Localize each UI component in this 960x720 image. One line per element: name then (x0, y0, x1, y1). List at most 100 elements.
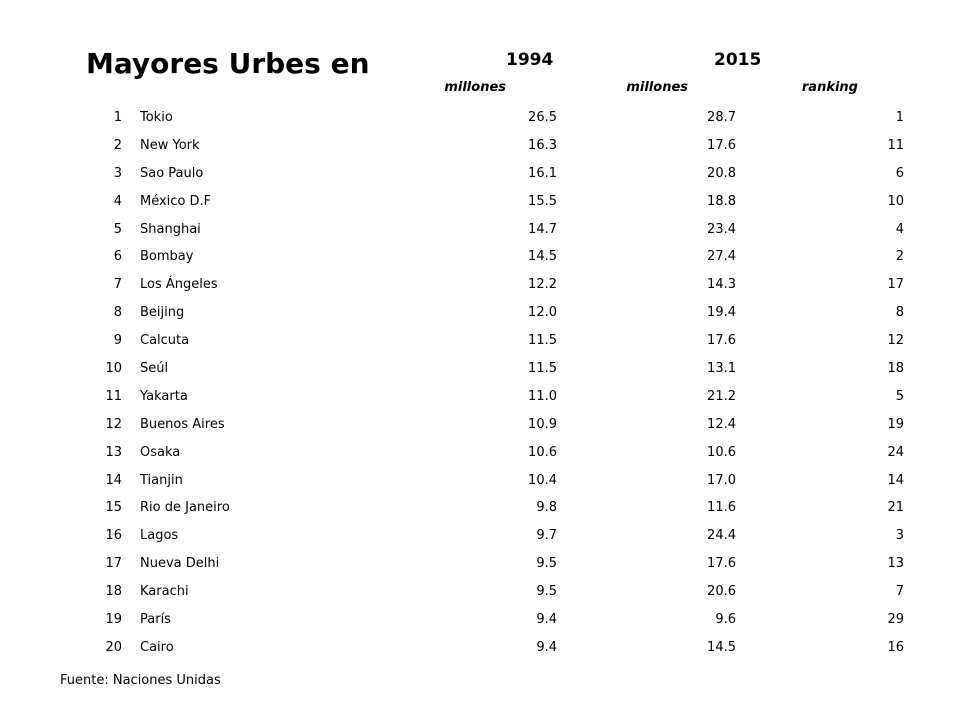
table-row: 14 Tianjin 10.4 17.0 14 (0, 467, 960, 495)
ranking-2015-cell: 10 (887, 193, 904, 209)
table-row: 4 México D.F 15.5 18.8 10 (0, 188, 960, 216)
city-cell: Rio de Janeiro (140, 500, 230, 516)
population-1994-cell: 11.5 (528, 361, 557, 377)
population-2015-cell: 24.4 (707, 528, 736, 544)
city-cell: Osaka (140, 444, 181, 460)
rank-cell: 2 (113, 137, 122, 153)
population-2015-cell: 9.6 (715, 612, 736, 628)
table-row: 3 Sao Paulo 16.1 20.8 6 (0, 160, 960, 188)
ranking-2015-cell: 2 (895, 249, 904, 265)
population-2015-cell: 27.4 (707, 249, 736, 265)
ranking-2015-cell: 5 (895, 388, 904, 404)
ranking-2015-cell: 4 (895, 221, 904, 237)
population-2015-cell: 14.3 (707, 277, 736, 293)
ranking-2015-cell: 6 (895, 165, 904, 181)
rank-cell: 6 (113, 249, 122, 265)
ranking-2015-cell: 19 (887, 416, 904, 432)
ranking-2015-cell: 1 (895, 110, 904, 125)
population-2015-cell: 17.6 (707, 556, 736, 572)
rank-cell: 18 (105, 584, 122, 600)
rank-cell: 16 (105, 528, 122, 544)
population-1994-cell: 9.4 (536, 612, 557, 628)
table-row: 5 Shanghai 14.7 23.4 4 (0, 216, 960, 244)
population-1994-cell: 11.5 (528, 333, 557, 349)
population-2015-cell: 14.5 (707, 639, 736, 655)
ranking-2015-cell: 3 (895, 528, 904, 544)
ranking-2015-cell: 16 (887, 639, 904, 655)
rank-cell: 20 (105, 639, 122, 655)
rank-cell: 9 (113, 333, 122, 349)
ranking-2015-cell: 13 (887, 556, 904, 572)
page-title: Mayores Urbes en (86, 47, 370, 80)
ranking-2015-cell: 11 (887, 137, 904, 153)
population-1994-cell: 9.5 (536, 556, 557, 572)
rank-cell: 14 (105, 472, 122, 488)
ranking-2015-cell: 12 (887, 333, 904, 349)
city-cell: Seúl (140, 361, 169, 377)
city-cell: Beijing (140, 305, 185, 321)
rank-cell: 8 (113, 305, 122, 321)
cities-table: 1 Tokio 26.5 28.7 1 2 New York 16.3 17.6 11 3 Sao P… (0, 104, 960, 662)
city-cell: Lagos (140, 528, 179, 544)
population-2015-cell: 18.8 (707, 193, 736, 209)
source-note: Fuente: Naciones Unidas (60, 673, 221, 688)
ranking-2015-cell: 24 (887, 444, 904, 460)
population-1994-cell: 10.9 (528, 416, 557, 432)
city-cell: Los Ángeles (140, 277, 218, 293)
rank-cell: 7 (113, 277, 122, 293)
city-cell: Sao Paulo (140, 165, 204, 181)
table-row: 17 Nueva Delhi 9.5 17.6 13 (0, 550, 960, 578)
table-row: 13 Osaka 10.6 10.6 24 (0, 439, 960, 467)
table-row: 19 París 9.4 9.6 29 (0, 606, 960, 634)
rank-cell: 10 (105, 361, 122, 377)
city-cell: New York (140, 137, 200, 153)
population-2015-cell: 11.6 (707, 500, 736, 516)
population-1994-cell: 10.4 (528, 472, 557, 488)
city-cell: Bombay (140, 249, 194, 265)
table-row: 8 Beijing 12.0 19.4 8 (0, 299, 960, 327)
city-cell: Calcuta (140, 333, 190, 349)
population-1994-cell: 14.7 (528, 221, 557, 237)
city-cell: Nueva Delhi (140, 556, 220, 572)
city-cell: París (140, 612, 171, 628)
ranking-2015-cell: 21 (887, 500, 904, 516)
ranking-2015-cell: 29 (887, 612, 904, 628)
subheader-1994-millones: millones (444, 80, 506, 95)
population-2015-cell: 21.2 (707, 388, 736, 404)
rank-cell: 13 (105, 444, 122, 460)
ranking-2015-cell: 18 (887, 361, 904, 377)
table-row: 11 Yakarta 11.0 21.2 5 (0, 383, 960, 411)
city-cell: Cairo (140, 639, 174, 655)
city-cell: Yakarta (140, 388, 188, 404)
subheader-2015-ranking: ranking (801, 80, 858, 95)
rank-cell: 5 (113, 221, 122, 237)
population-2015-cell: 20.8 (707, 165, 736, 181)
city-cell: Karachi (140, 584, 189, 600)
rank-cell: 12 (105, 416, 122, 432)
population-1994-cell: 9.8 (536, 500, 557, 516)
city-cell: Tianjin (140, 472, 183, 488)
population-1994-cell: 15.5 (528, 193, 557, 209)
table-row: 7 Los Ángeles 12.2 14.3 17 (0, 271, 960, 299)
population-1994-cell: 16.1 (528, 165, 557, 181)
table-row: 1 Tokio 26.5 28.7 1 (0, 104, 960, 132)
population-2015-cell: 28.7 (707, 110, 736, 125)
population-2015-cell: 20.6 (707, 584, 736, 600)
column-header-1994: 1994 (506, 50, 554, 70)
population-2015-cell: 10.6 (707, 444, 736, 460)
population-1994-cell: 26.5 (528, 110, 557, 125)
subheader-2015-millones: millones (626, 80, 688, 95)
population-1994-cell: 11.0 (528, 388, 557, 404)
population-2015-cell: 23.4 (707, 221, 736, 237)
table-row: 12 Buenos Aires 10.9 12.4 19 (0, 411, 960, 439)
city-cell: Shanghai (140, 221, 201, 237)
rank-cell: 3 (113, 165, 122, 181)
column-header-2015: 2015 (714, 50, 762, 70)
population-2015-cell: 17.0 (707, 472, 736, 488)
table-row: 6 Bombay 14.5 27.4 2 (0, 243, 960, 271)
population-2015-cell: 13.1 (707, 361, 736, 377)
population-1994-cell: 9.4 (536, 639, 557, 655)
table-row: 9 Calcuta 11.5 17.6 12 (0, 327, 960, 355)
city-cell: Buenos Aires (140, 416, 225, 432)
table-row: 20 Cairo 9.4 14.5 16 (0, 634, 960, 662)
